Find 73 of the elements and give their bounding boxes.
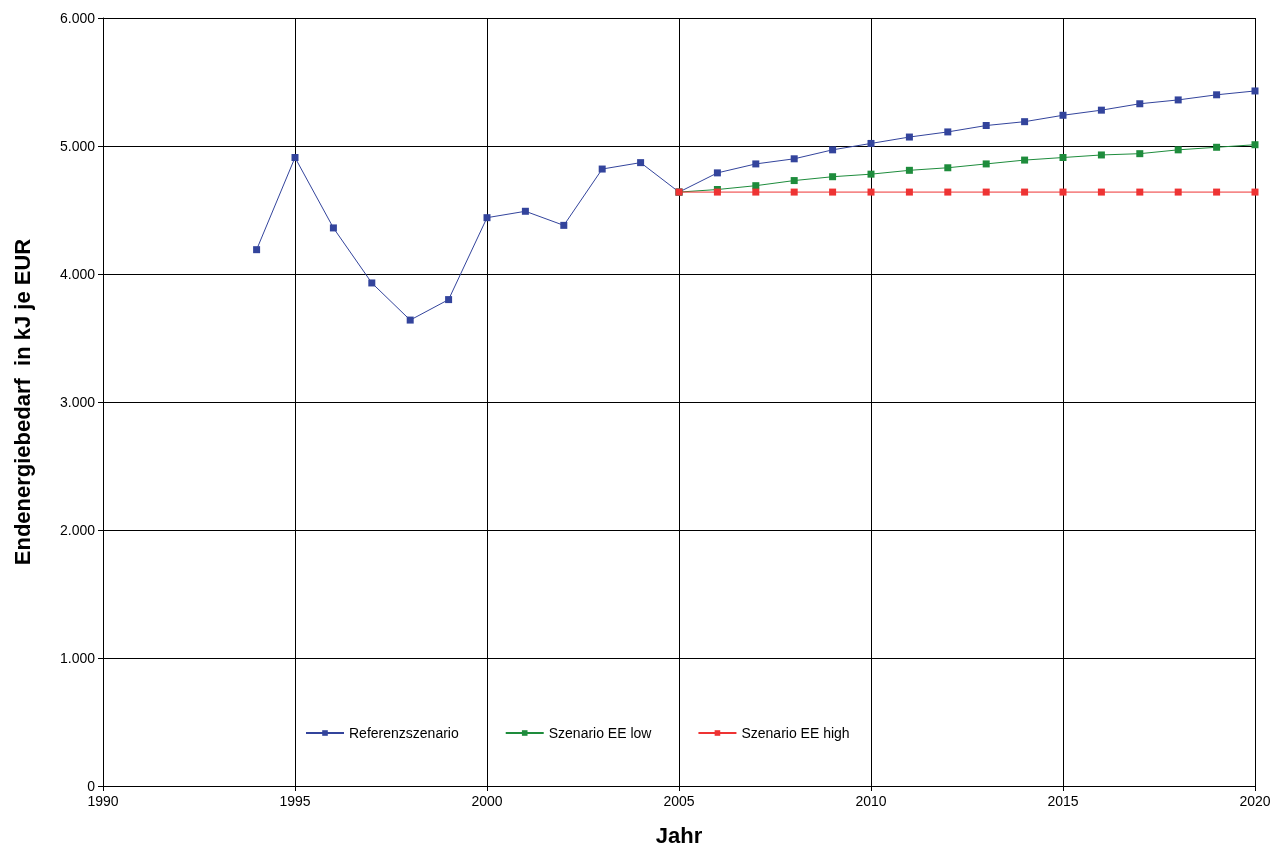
point <box>982 160 990 168</box>
point <box>1136 100 1144 108</box>
point <box>1021 118 1029 126</box>
point <box>867 188 875 196</box>
y-tick-label: 1.000 <box>59 650 96 666</box>
point <box>829 146 837 154</box>
point <box>1059 111 1067 119</box>
point <box>790 177 798 185</box>
point <box>1136 188 1144 196</box>
y-tick-label: 6.000 <box>59 10 96 26</box>
x-tick-label: 2010 <box>855 793 887 809</box>
y-axis-title: Endenergiebedarf in kJ je EUR <box>9 238 35 566</box>
x-tick-label: 2015 <box>1047 793 1079 809</box>
point <box>905 166 913 174</box>
legend-label: Szenario EE high <box>741 725 850 741</box>
x-tick-label: 1995 <box>279 793 311 809</box>
x-tick-label: 2005 <box>663 793 695 809</box>
point <box>1251 87 1259 95</box>
point <box>752 182 760 190</box>
point <box>1174 188 1182 196</box>
point <box>944 128 952 136</box>
x-axis-title: Jahr <box>655 822 703 848</box>
y-tick-label: 5.000 <box>59 138 96 154</box>
point <box>905 188 913 196</box>
point <box>1213 91 1221 99</box>
point <box>1097 188 1105 196</box>
point <box>1021 188 1029 196</box>
point <box>752 188 760 196</box>
point <box>1174 96 1182 104</box>
point <box>637 159 645 167</box>
point <box>1251 188 1259 196</box>
point <box>1136 150 1144 158</box>
point <box>1059 154 1067 162</box>
point <box>1174 146 1182 154</box>
legend-label: Referenzszenario <box>349 725 459 741</box>
x-tick-label: 2000 <box>471 793 503 809</box>
point <box>1059 188 1067 196</box>
point <box>867 139 875 147</box>
point <box>829 173 837 181</box>
point <box>1213 188 1221 196</box>
x-tick-label: 1990 <box>87 793 119 809</box>
point <box>1251 141 1259 149</box>
point <box>521 207 529 215</box>
point <box>944 188 952 196</box>
point <box>905 133 913 141</box>
x-tick-label: 2020 <box>1239 793 1271 809</box>
y-tick-label: 0 <box>87 778 96 794</box>
point <box>944 164 952 172</box>
point <box>1021 156 1029 164</box>
point <box>867 170 875 178</box>
point <box>368 279 376 287</box>
point <box>253 246 261 254</box>
point <box>982 122 990 130</box>
point <box>1097 151 1105 159</box>
point <box>483 214 491 222</box>
point <box>329 224 337 232</box>
point <box>445 296 453 304</box>
point <box>982 188 990 196</box>
point <box>1097 106 1105 114</box>
point <box>598 165 606 173</box>
point <box>560 221 568 229</box>
point <box>790 188 798 196</box>
y-tick-label: 3.000 <box>59 394 96 410</box>
legend-label: Szenario EE low <box>548 725 653 741</box>
point <box>291 154 299 162</box>
point <box>752 160 760 168</box>
point <box>1213 143 1221 151</box>
y-tick-label: 4.000 <box>59 266 96 282</box>
point <box>790 155 798 163</box>
y-tick-label: 2.000 <box>59 522 96 538</box>
point <box>713 169 721 177</box>
point <box>406 316 414 324</box>
point <box>829 188 837 196</box>
